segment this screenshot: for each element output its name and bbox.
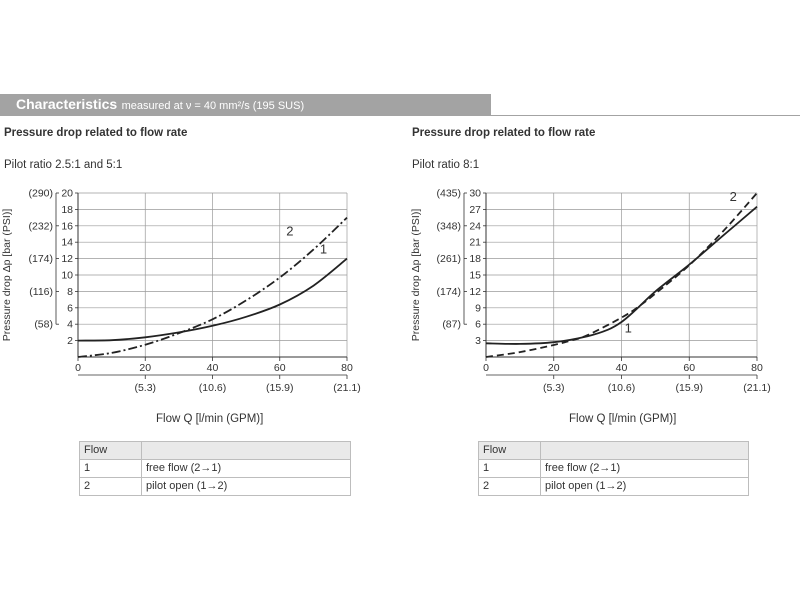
- right-chart-y-tick-label: 12: [469, 286, 481, 298]
- table-cell: 1: [478, 459, 541, 478]
- table-header-cell: Flow: [79, 441, 142, 460]
- right-chart-x-tick-label: 20: [548, 362, 560, 374]
- table-cell: 2: [79, 477, 142, 496]
- left-chart-x-tick-label: 40: [207, 362, 219, 374]
- right-chart-x-tick-label: 0: [483, 362, 489, 374]
- left-chart-series-1-line: [77, 257, 348, 342]
- left-flow-label: Flow Q [l/min (GPM)]: [156, 413, 264, 425]
- table-row: 1 free flow (2→1): [478, 459, 749, 478]
- left-chart-psi-tick-label: (174): [28, 253, 53, 265]
- left-chart-x-tick-label: 20: [139, 362, 151, 374]
- section-title: Characteristics: [16, 96, 118, 112]
- table-header-cell: [141, 441, 351, 460]
- right-chart-x-tick-label: 60: [683, 362, 695, 374]
- left-chart-x-tick-label: 60: [274, 362, 286, 374]
- right-chart-series-2-line: [485, 192, 758, 358]
- left-chart-y-tick-label: 16: [61, 220, 73, 232]
- right-chart-x-tick-label: 40: [616, 362, 628, 374]
- left-chart-y-axis-title: Pressure drop Δp [bar (PSI)]: [1, 209, 13, 342]
- left-chart-subtitle: Pressure drop related to flow rate: [4, 127, 188, 139]
- table-row: 2 pilot open (1→2): [478, 477, 749, 496]
- right-pilot-ratio: Pilot ratio 8:1: [412, 159, 480, 171]
- left-chart-psi-tick-label: (58): [34, 319, 53, 331]
- right-chart-series-1-line: [485, 206, 758, 345]
- left-chart-psi-tick-label: (232): [28, 220, 53, 232]
- right-chart-y-tick-label: 21: [469, 237, 481, 249]
- left-chart-y-tick-label: 10: [61, 270, 73, 282]
- right-flow-table: Flow 1 free flow (2→1) 2 pilot open (1→2…: [478, 441, 749, 496]
- left-chart-y-tick-label: 12: [61, 253, 73, 265]
- left-chart-psi-tick-label: (116): [29, 286, 53, 298]
- table-cell: free flow (2→1): [540, 459, 749, 478]
- left-chart-gpm-tick-label: (5.3): [134, 382, 156, 394]
- right-chart-gpm-tick-label: (5.3): [543, 382, 565, 394]
- section-subtitle: measured at ν = 40 mm²/s (195 SUS): [121, 100, 305, 112]
- table-cell: pilot open (1→2): [540, 477, 749, 496]
- right-chart-gpm-tick-label: (15.9): [676, 382, 703, 394]
- left-chart-series-2-line: [77, 216, 348, 358]
- left-chart-y-tick-label: 4: [67, 319, 73, 331]
- right-chart-y-tick-label: 9: [475, 302, 481, 314]
- left-flow-table: Flow 1 free flow (2→1) 2 pilot open (1→2…: [79, 441, 351, 496]
- left-chart-series-2-label: 2: [286, 224, 293, 239]
- right-chart-y-tick-label: 6: [475, 319, 481, 331]
- left-chart-y-tick-label: 14: [61, 237, 73, 249]
- left-chart-series-1-label: 1: [320, 242, 327, 257]
- left-pilot-ratio: Pilot ratio 2.5:1 and 5:1: [4, 159, 123, 171]
- table-header-cell: [540, 441, 749, 460]
- right-chart-y-tick-label: 18: [469, 253, 481, 265]
- table-cell: 1: [79, 459, 142, 478]
- left-chart-x-tick-label: 0: [75, 362, 81, 374]
- left-chart-y-tick-label: 2: [67, 335, 73, 347]
- left-chart-y-tick-label: 20: [61, 188, 73, 200]
- table-cell: pilot open (1→2): [141, 477, 351, 496]
- table-header-cell: Flow: [478, 441, 541, 460]
- right-chart-x-tick-label: 80: [751, 362, 763, 374]
- table-header-row: Flow: [478, 441, 749, 460]
- section-header-rule: [491, 115, 800, 116]
- right-chart-series-1-label: 1: [625, 320, 632, 335]
- right-chart-psi-tick-label: (261): [436, 253, 461, 265]
- table-row: 1 free flow (2→1): [79, 459, 351, 478]
- right-flow-label: Flow Q [l/min (GPM)]: [569, 413, 677, 425]
- section-header: Characteristics measured at ν = 40 mm²/s…: [16, 96, 304, 114]
- left-chart-y-tick-label: 8: [67, 286, 73, 298]
- right-chart-psi-tick-label: (348): [436, 220, 461, 232]
- left-chart-gpm-tick-label: (15.9): [266, 382, 293, 394]
- right-chart-series-2-label: 2: [730, 189, 737, 204]
- right-chart-y-tick-label: 24: [469, 220, 481, 232]
- right-chart-psi-tick-label: (87): [442, 319, 461, 331]
- right-chart-y-axis-title: Pressure drop Δp [bar (PSI)]: [410, 209, 422, 342]
- right-chart-psi-tick-label: (174): [436, 286, 461, 298]
- table-cell: free flow (2→1): [141, 459, 351, 478]
- right-chart-y-tick-label: 27: [469, 204, 481, 216]
- right-chart-gpm-tick-label: (21.1): [743, 382, 770, 394]
- right-chart-y-tick-label: 30: [469, 188, 481, 200]
- table-row: 2 pilot open (1→2): [79, 477, 351, 496]
- table-header-row: Flow: [79, 441, 351, 460]
- right-chart-y-tick-label: 15: [469, 270, 481, 282]
- right-chart-y-tick-label: 3: [475, 335, 481, 347]
- left-chart-gpm-tick-label: (21.1): [333, 382, 360, 394]
- section-header-bar: [0, 94, 491, 116]
- left-chart-gpm-tick-label: (10.6): [199, 382, 226, 394]
- right-chart-psi-tick-label: (435): [436, 188, 461, 200]
- right-chart-subtitle: Pressure drop related to flow rate: [412, 127, 596, 139]
- right-chart-gpm-tick-label: (10.6): [608, 382, 635, 394]
- left-chart-psi-tick-label: (290): [28, 188, 53, 200]
- left-chart-y-tick-label: 18: [61, 204, 73, 216]
- left-chart-x-tick-label: 80: [341, 362, 353, 374]
- table-cell: 2: [478, 477, 541, 496]
- left-chart-y-tick-label: 6: [67, 302, 73, 314]
